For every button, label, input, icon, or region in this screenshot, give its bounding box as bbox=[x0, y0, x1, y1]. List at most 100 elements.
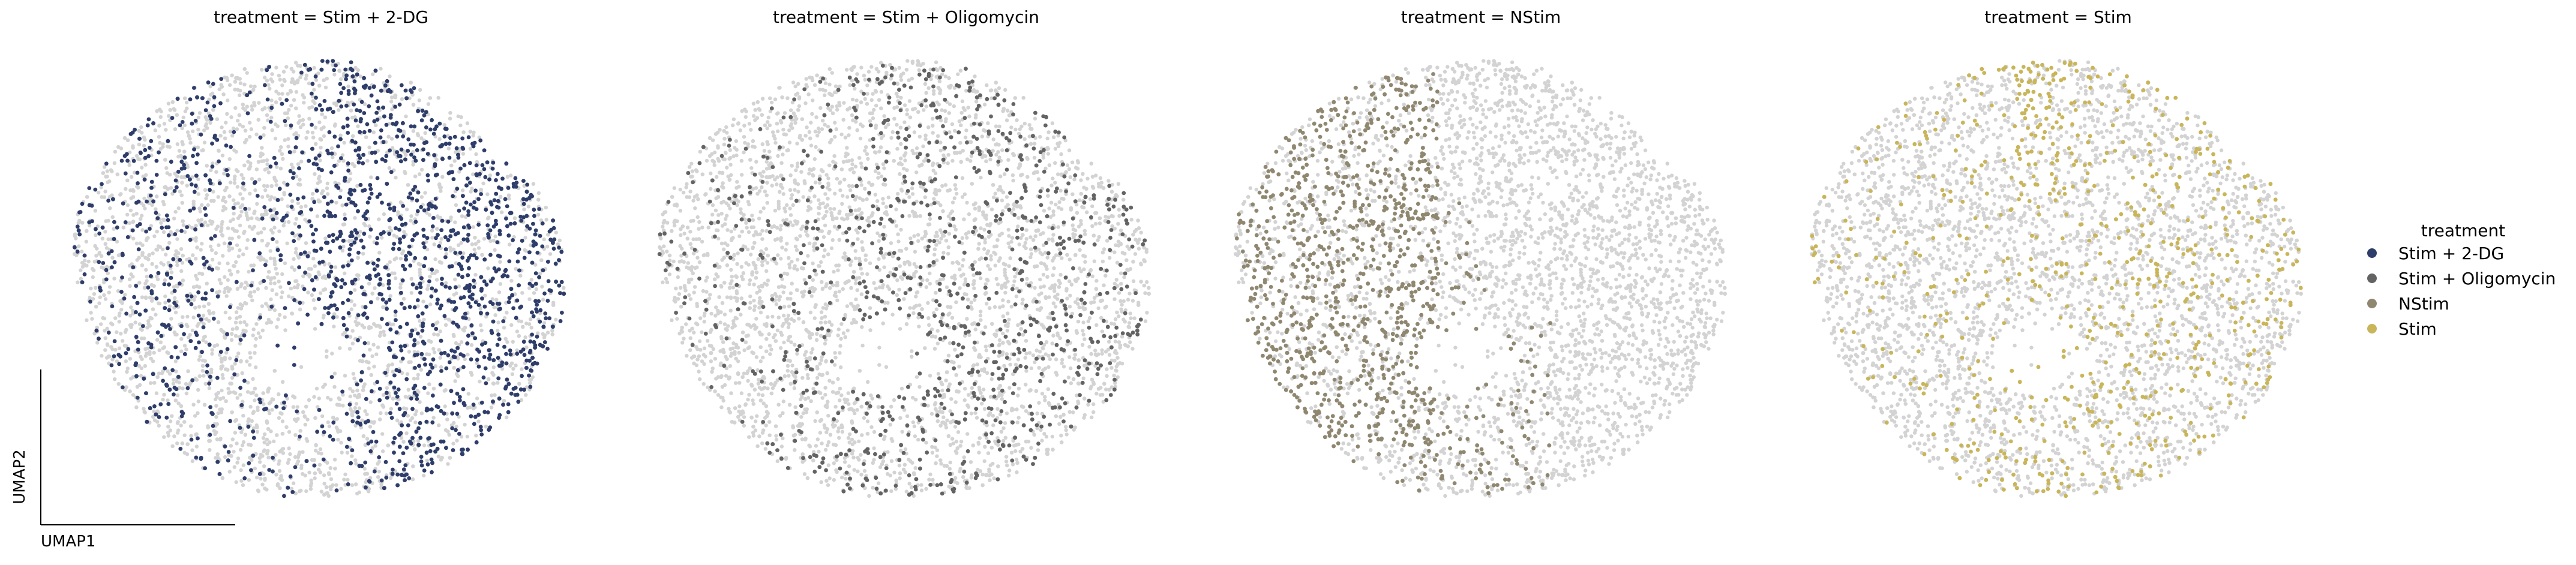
scatter-point bbox=[238, 447, 243, 452]
scatter-point bbox=[385, 395, 389, 400]
scatter-point bbox=[356, 338, 360, 342]
scatter-point bbox=[196, 152, 200, 157]
scatter-point bbox=[166, 101, 171, 106]
scatter-point bbox=[502, 344, 506, 349]
scatter-point bbox=[210, 257, 215, 262]
scatter-point bbox=[151, 199, 155, 204]
scatter-point bbox=[314, 107, 319, 112]
scatter-point bbox=[242, 82, 247, 87]
scatter-point bbox=[532, 291, 536, 295]
scatter-point bbox=[225, 347, 230, 351]
scatter-point bbox=[340, 203, 344, 208]
scatter-point bbox=[347, 347, 352, 351]
scatter-point bbox=[534, 287, 538, 291]
scatter-point bbox=[140, 295, 145, 299]
scatter-point bbox=[363, 409, 367, 413]
scatter-point bbox=[234, 280, 239, 284]
scatter-point bbox=[110, 347, 115, 351]
scatter-point bbox=[277, 92, 281, 96]
scatter-point bbox=[236, 119, 240, 123]
scatter-point bbox=[368, 400, 373, 404]
scatter-point bbox=[397, 103, 402, 107]
scatter-point bbox=[215, 452, 220, 456]
scatter-point bbox=[179, 229, 184, 233]
scatter-point bbox=[97, 301, 101, 305]
scatter-point bbox=[308, 487, 313, 491]
scatter-point bbox=[132, 294, 137, 299]
scatter-point bbox=[245, 380, 250, 384]
scatter-point bbox=[332, 458, 337, 462]
scatter-point bbox=[451, 320, 455, 325]
scatter-point bbox=[248, 134, 252, 139]
scatter-point bbox=[220, 388, 224, 393]
scatter-point bbox=[463, 286, 467, 290]
scatter-point bbox=[266, 387, 270, 392]
scatter-point bbox=[228, 241, 232, 246]
scatter-point bbox=[532, 214, 536, 218]
scatter-point bbox=[419, 136, 424, 140]
scatter-point bbox=[430, 236, 434, 240]
scatter-point bbox=[269, 184, 274, 188]
scatter-point bbox=[280, 290, 284, 294]
scatter-point bbox=[348, 394, 352, 399]
scatter-point bbox=[391, 440, 395, 445]
scatter-point bbox=[238, 81, 243, 85]
scatter-point bbox=[418, 88, 422, 92]
scatter-point bbox=[357, 406, 362, 410]
scatter-point bbox=[202, 140, 207, 145]
scatter-point bbox=[220, 233, 225, 238]
scatter-point bbox=[145, 123, 150, 128]
scatter-point bbox=[203, 108, 208, 113]
scatter-point bbox=[135, 184, 139, 189]
scatter-point bbox=[472, 278, 476, 283]
scatter-point bbox=[218, 229, 223, 233]
scatter-point bbox=[141, 324, 145, 328]
scatter-point bbox=[291, 394, 295, 398]
scatter-point bbox=[250, 216, 254, 221]
scatter-point bbox=[147, 253, 151, 257]
scatter-point bbox=[536, 191, 541, 196]
scatter-point bbox=[337, 69, 342, 73]
scatter-point bbox=[483, 366, 488, 371]
scatter-point bbox=[421, 227, 426, 232]
scatter-point bbox=[243, 300, 247, 305]
scatter-point bbox=[166, 139, 170, 143]
scatter-point bbox=[154, 207, 158, 211]
scatter-point bbox=[138, 151, 143, 155]
scatter-point bbox=[89, 311, 93, 315]
scatter-point bbox=[235, 316, 239, 320]
scatter-point bbox=[112, 369, 116, 374]
scatter-point bbox=[265, 97, 270, 102]
scatter-point bbox=[179, 324, 184, 329]
scatter-point bbox=[211, 311, 215, 315]
scatter-point bbox=[475, 357, 479, 362]
scatter-point bbox=[326, 420, 330, 425]
scatter-point bbox=[491, 239, 496, 243]
scatter-point bbox=[331, 420, 336, 425]
scatter-point bbox=[349, 60, 353, 65]
scatter-point bbox=[274, 453, 278, 457]
scatter-point bbox=[377, 470, 381, 474]
scatter-point bbox=[214, 251, 218, 256]
scatter-point bbox=[418, 271, 422, 275]
scatter-point bbox=[381, 140, 386, 145]
scatter-point bbox=[178, 257, 182, 262]
scatter-point bbox=[128, 277, 132, 281]
scatter-point bbox=[350, 115, 355, 120]
scatter-point bbox=[514, 363, 518, 368]
scatter-point bbox=[332, 101, 337, 106]
scatter-point bbox=[103, 242, 107, 246]
scatter-point bbox=[166, 425, 170, 429]
scatter-point bbox=[322, 313, 326, 318]
scatter-point bbox=[223, 357, 227, 362]
scatter-point bbox=[109, 168, 113, 172]
scatter-point bbox=[263, 83, 267, 88]
scatter-point bbox=[166, 114, 171, 118]
scatter-point bbox=[245, 214, 249, 218]
scatter-point bbox=[238, 320, 242, 324]
scatter-point bbox=[451, 441, 455, 446]
scatter-point bbox=[446, 146, 451, 151]
scatter-point bbox=[221, 205, 226, 209]
scatter-point bbox=[260, 146, 264, 150]
scatter-point bbox=[439, 303, 443, 308]
